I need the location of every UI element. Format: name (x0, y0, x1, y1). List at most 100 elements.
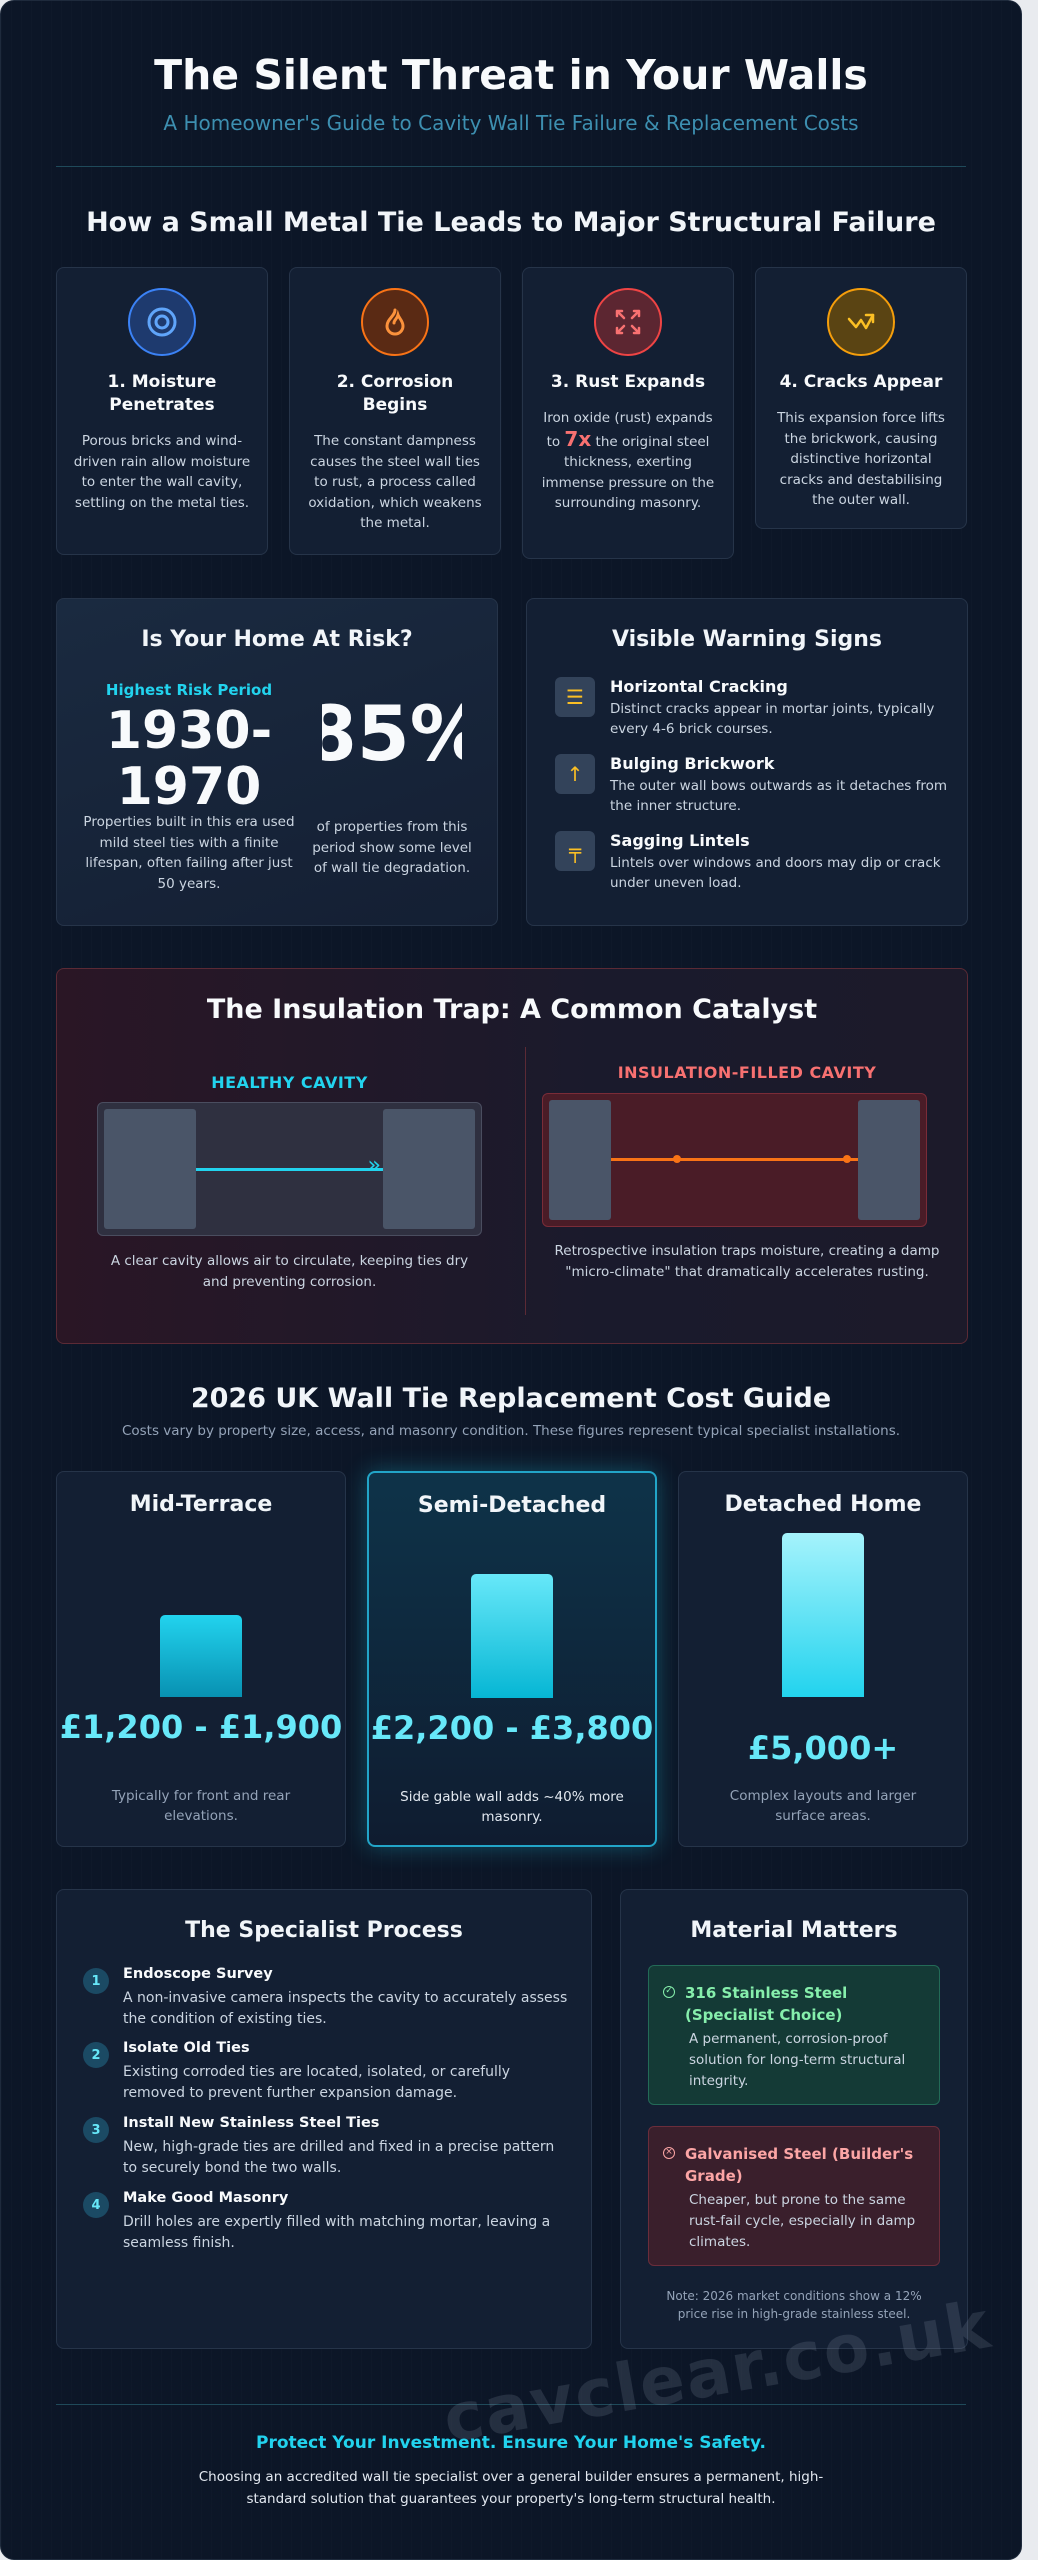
process-title: The Specialist Process (185, 1918, 463, 1943)
material-bad-text: Cheaper, but prone to the same rust-fail… (689, 2192, 916, 2250)
step-text-a: Iron oxide (rust) expands to (543, 410, 713, 450)
cost-bar (160, 1615, 242, 1697)
risk-percent: 85% (322, 689, 462, 778)
expand-icon (594, 288, 662, 356)
risk-period: 1930-1970 (105, 701, 273, 817)
healthy-cavity-diagram: » (97, 1102, 482, 1236)
airflow-icon: » (367, 1153, 381, 1178)
risk-period-label: Highest Risk Period (105, 681, 273, 699)
material-bad-card: × Galvanised Steel (Builder's Grade) Che… (648, 2126, 940, 2266)
cost-bar (782, 1533, 864, 1697)
process-step-text: Drill holes are expertly filled with mat… (123, 2214, 551, 2251)
target-icon (128, 288, 196, 356)
warning-item: ☰ Horizontal Cracking Distinct cracks ap… (555, 677, 947, 737)
warnings-title: Visible Warning Signs (611, 627, 883, 652)
divider (56, 166, 966, 167)
process-panel: The Specialist Process 1 Endoscope Surve… (56, 1889, 592, 2349)
process-step: 2 Isolate Old Ties Existing corroded tie… (83, 2040, 571, 2106)
process-step: 3 Install New Stainless Steel Ties New, … (83, 2115, 571, 2181)
page-title: The Silent Threat in Your Walls (154, 51, 868, 99)
material-note: Note: 2026 market conditions show a 12% … (666, 2289, 922, 2321)
cost-price: £1,200 - £1,900 (59, 1708, 343, 1746)
process-step-title: Endoscope Survey (123, 1966, 273, 1982)
warning-text: The outer wall bows outwards as it detac… (610, 778, 947, 814)
step-number: 3 (83, 2117, 109, 2143)
filled-cavity-text: Retrospective insulation traps moisture,… (554, 1243, 940, 1280)
check-icon: ✓ (663, 1986, 675, 1998)
arrow-up-icon: ↑ (555, 754, 595, 794)
cost-price: £5,000+ (747, 1729, 899, 1767)
step-number: 2 (83, 2042, 109, 2068)
cost-bar (471, 1574, 553, 1698)
cost-note: Side gable wall adds ~40% more masonry. (400, 1789, 624, 1825)
step-title: 2. Corrosion Begins (336, 372, 454, 415)
step-title: 1. Moisture Penetrates (107, 372, 217, 415)
footer-text: Choosing an accredited wall tie speciali… (198, 2469, 824, 2507)
process-step: 1 Endoscope Survey A non-invasive camera… (83, 1966, 571, 2032)
cost-card-mid-terrace: Mid-Terrace £1,200 - £1,900 Typically fo… (56, 1471, 346, 1847)
outer-wall (858, 1100, 920, 1220)
process-step-text: New, high-grade ties are drilled and fix… (123, 2139, 555, 2176)
step-card-moisture: 1. Moisture Penetrates Porous bricks and… (56, 267, 268, 555)
cost-note: Typically for front and rear elevations. (111, 1788, 291, 1824)
step-number: 4 (83, 2192, 109, 2218)
warnings-panel: Visible Warning Signs ☰ Horizontal Crack… (526, 598, 968, 926)
cost-title: Detached Home (724, 1492, 922, 1517)
warning-item: ↑ Bulging Brickwork The outer wall bows … (555, 754, 947, 814)
rust-spot (843, 1155, 851, 1163)
step-text: Iron oxide (rust) expands to 7x the orig… (539, 408, 717, 514)
material-bad-title: Galvanised Steel (Builder's Grade) (685, 2145, 914, 2185)
cost-section-title: 2026 UK Wall Tie Replacement Cost Guide (190, 1383, 832, 1414)
cost-price: £2,200 - £3,800 (370, 1709, 654, 1747)
process-step-title: Make Good Masonry (123, 2190, 289, 2206)
fire-icon (361, 288, 429, 356)
filled-cavity-label: INSULATION-FILLED CAVITY (617, 1063, 877, 1082)
filled-cavity-diagram (542, 1093, 927, 1227)
step-title: 3. Rust Expands (550, 372, 706, 392)
cost-section-subtitle: Costs vary by property size, access, and… (121, 1423, 901, 1439)
cost-card-semi-detached: Semi-Detached £2,200 - £3,800 Side gable… (367, 1471, 657, 1847)
insulation-title: The Insulation Trap: A Common Catalyst (206, 994, 818, 1025)
page-subtitle: A Homeowner's Guide to Cavity Wall Tie F… (163, 111, 859, 135)
warning-text: Lintels over windows and doors may dip o… (610, 855, 941, 891)
inner-wall (104, 1109, 196, 1229)
risk-period-text: Properties built in this era used mild s… (83, 814, 295, 892)
failure-section-title: How a Small Metal Tie Leads to Major Str… (86, 207, 936, 238)
healthy-cavity-label: HEALTHY CAVITY (211, 1073, 368, 1092)
rust-spot (673, 1155, 681, 1163)
warning-title: Horizontal Cracking (610, 677, 788, 696)
step-card-cracks: 4. Cracks Appear This expansion force li… (755, 267, 967, 529)
rusting-wall-tie (611, 1158, 858, 1161)
process-step-text: Existing corroded ties are located, isol… (123, 2064, 511, 2101)
step-text: Porous bricks and wind-driven rain allow… (73, 433, 251, 511)
risk-percent-clip: 85% (322, 689, 462, 779)
material-title: Material Matters (690, 1918, 898, 1943)
inner-wall (549, 1100, 611, 1220)
risk-panel: Is Your Home At Risk? Highest Risk Perio… (56, 598, 498, 926)
step-card-corrosion: 2. Corrosion Begins The constant dampnes… (289, 267, 501, 555)
process-step: 4 Make Good Masonry Drill holes are expe… (83, 2190, 571, 2256)
material-good-text: A permanent, corrosion-proof solution fo… (689, 2031, 906, 2089)
step-text-b: the original steel thickness, exerting i… (541, 433, 715, 512)
footer-title: Protect Your Investment. Ensure Your Hom… (255, 2433, 766, 2453)
crack-icon (827, 288, 895, 356)
cost-card-detached: Detached Home £5,000+ Complex layouts an… (678, 1471, 968, 1847)
lintel-icon: ╤ (555, 831, 595, 871)
step-card-rust: 3. Rust Expands Iron oxide (rust) expand… (522, 267, 734, 559)
warning-title: Sagging Lintels (610, 831, 750, 850)
cost-note: Complex layouts and larger surface areas… (729, 1788, 917, 1824)
cross-icon: × (663, 2147, 675, 2159)
insulation-panel: The Insulation Trap: A Common Catalyst H… (56, 968, 968, 1344)
step-text: This expansion force lifts the brickwork… (777, 410, 945, 508)
step-text: The constant dampness causes the steel w… (308, 433, 482, 531)
cost-title: Mid-Terrace (129, 1492, 273, 1517)
warning-item: ╤ Sagging Lintels Lintels over windows a… (555, 831, 947, 891)
material-panel: Material Matters ✓ 316 Stainless Steel (… (620, 1889, 968, 2349)
material-good-card: ✓ 316 Stainless Steel (Specialist Choice… (648, 1965, 940, 2105)
outer-wall (383, 1109, 475, 1229)
wall-tie (196, 1168, 383, 1171)
divider (56, 2404, 966, 2405)
lines-icon: ☰ (555, 677, 595, 717)
divider (525, 1047, 526, 1315)
